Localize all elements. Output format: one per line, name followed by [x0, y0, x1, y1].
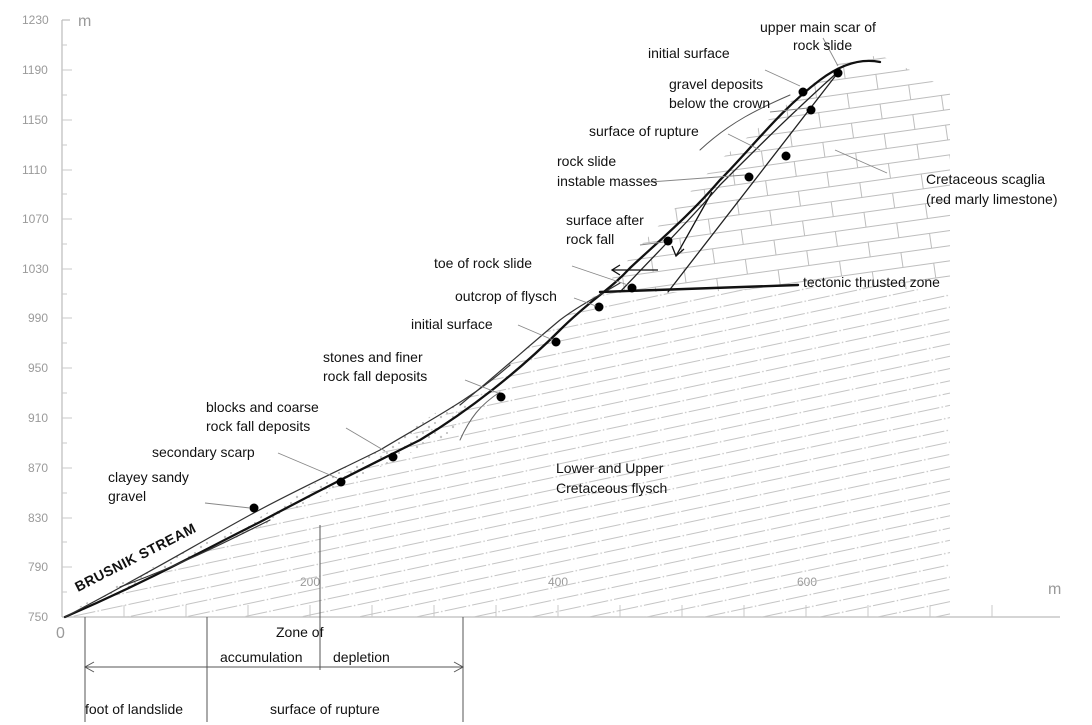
label-cretaceous-scaglia: Cretaceous scaglia	[926, 171, 1045, 187]
label-initial-surface-mid: initial surface	[411, 316, 493, 332]
y-tick-label: 1190	[22, 63, 48, 77]
label-gravel-deposits: gravel deposits	[669, 76, 763, 92]
label-initial-surface-top: initial surface	[648, 45, 730, 61]
movement-arrows	[610, 191, 713, 276]
label-upper-scar-2: rock slide	[793, 37, 852, 53]
leader-lines	[204, 37, 888, 509]
label-clayey-sandy-2: gravel	[108, 488, 146, 504]
y-tick-label: 1030	[22, 262, 49, 276]
y-unit-label: m	[78, 13, 91, 30]
y-tick-label: 750	[28, 610, 48, 624]
label-toe-of-rock-slide: toe of rock slide	[434, 255, 532, 271]
label-instable-masses: rock slide	[557, 153, 616, 169]
label-stones-finer-2: rock fall deposits	[323, 368, 427, 384]
label-surface-after-fall: surface after	[566, 212, 644, 228]
label-tectonic-zone: tectonic thrusted zone	[803, 274, 940, 290]
y-tick-label: 1230	[22, 13, 49, 27]
sample-points	[249, 68, 843, 513]
zone-depletion-label: depletion	[333, 649, 390, 665]
x-unit-label: m	[1048, 581, 1061, 598]
y-tick-label: 1070	[22, 212, 49, 226]
y-tick-label: 870	[28, 461, 48, 475]
y-tick-label: 790	[28, 560, 48, 574]
y-tick-label: 950	[28, 361, 48, 375]
slope-profile	[63, 59, 882, 619]
limestone-body	[600, 55, 950, 292]
label-outcrop-flysch: outcrop of flysch	[455, 288, 557, 304]
label-gravel-deposits-2: below the crown	[669, 95, 770, 111]
zone-labels: Zone of accumulation depletion foot of l…	[85, 624, 390, 717]
label-stones-finer: stones and finer	[323, 349, 423, 365]
zone-brackets	[83, 525, 465, 722]
zone-of-label: Zone of	[276, 624, 324, 640]
flysch-body	[62, 287, 950, 617]
y-tick-label: 1150	[22, 113, 48, 127]
label-instable-masses-2: instable masses	[557, 173, 657, 189]
y-tick-label: 1110	[22, 163, 47, 177]
label-flysch-2: Cretaceous flysch	[556, 480, 667, 496]
label-secondary-scarp: secondary scarp	[152, 444, 255, 460]
label-flysch: Lower and Upper	[556, 460, 664, 476]
y-tick-label: 830	[28, 511, 48, 525]
y-axis: m 1230 1190 1150 1110 1070 1030 990 950 …	[22, 13, 91, 624]
zone-rupture-label: surface of rupture	[270, 701, 380, 717]
label-surface-after-fall-2: rock fall	[566, 231, 614, 247]
zone-accumulation-label: accumulation	[220, 649, 303, 665]
zone-foot-label: foot of landslide	[85, 701, 183, 717]
x-tick-label: 0	[56, 625, 65, 642]
label-blocks-coarse-2: rock fall deposits	[206, 418, 310, 434]
label-blocks-coarse: blocks and coarse	[206, 399, 319, 415]
label-clayey-sandy: clayey sandy	[108, 469, 189, 485]
label-surface-of-rupture: surface of rupture	[589, 123, 699, 139]
y-tick-label: 990	[28, 311, 48, 325]
label-upper-scar: upper main scar of	[760, 19, 876, 35]
label-cretaceous-scaglia-2: (red marly limestone)	[926, 191, 1057, 207]
y-tick-label: 910	[28, 411, 48, 425]
